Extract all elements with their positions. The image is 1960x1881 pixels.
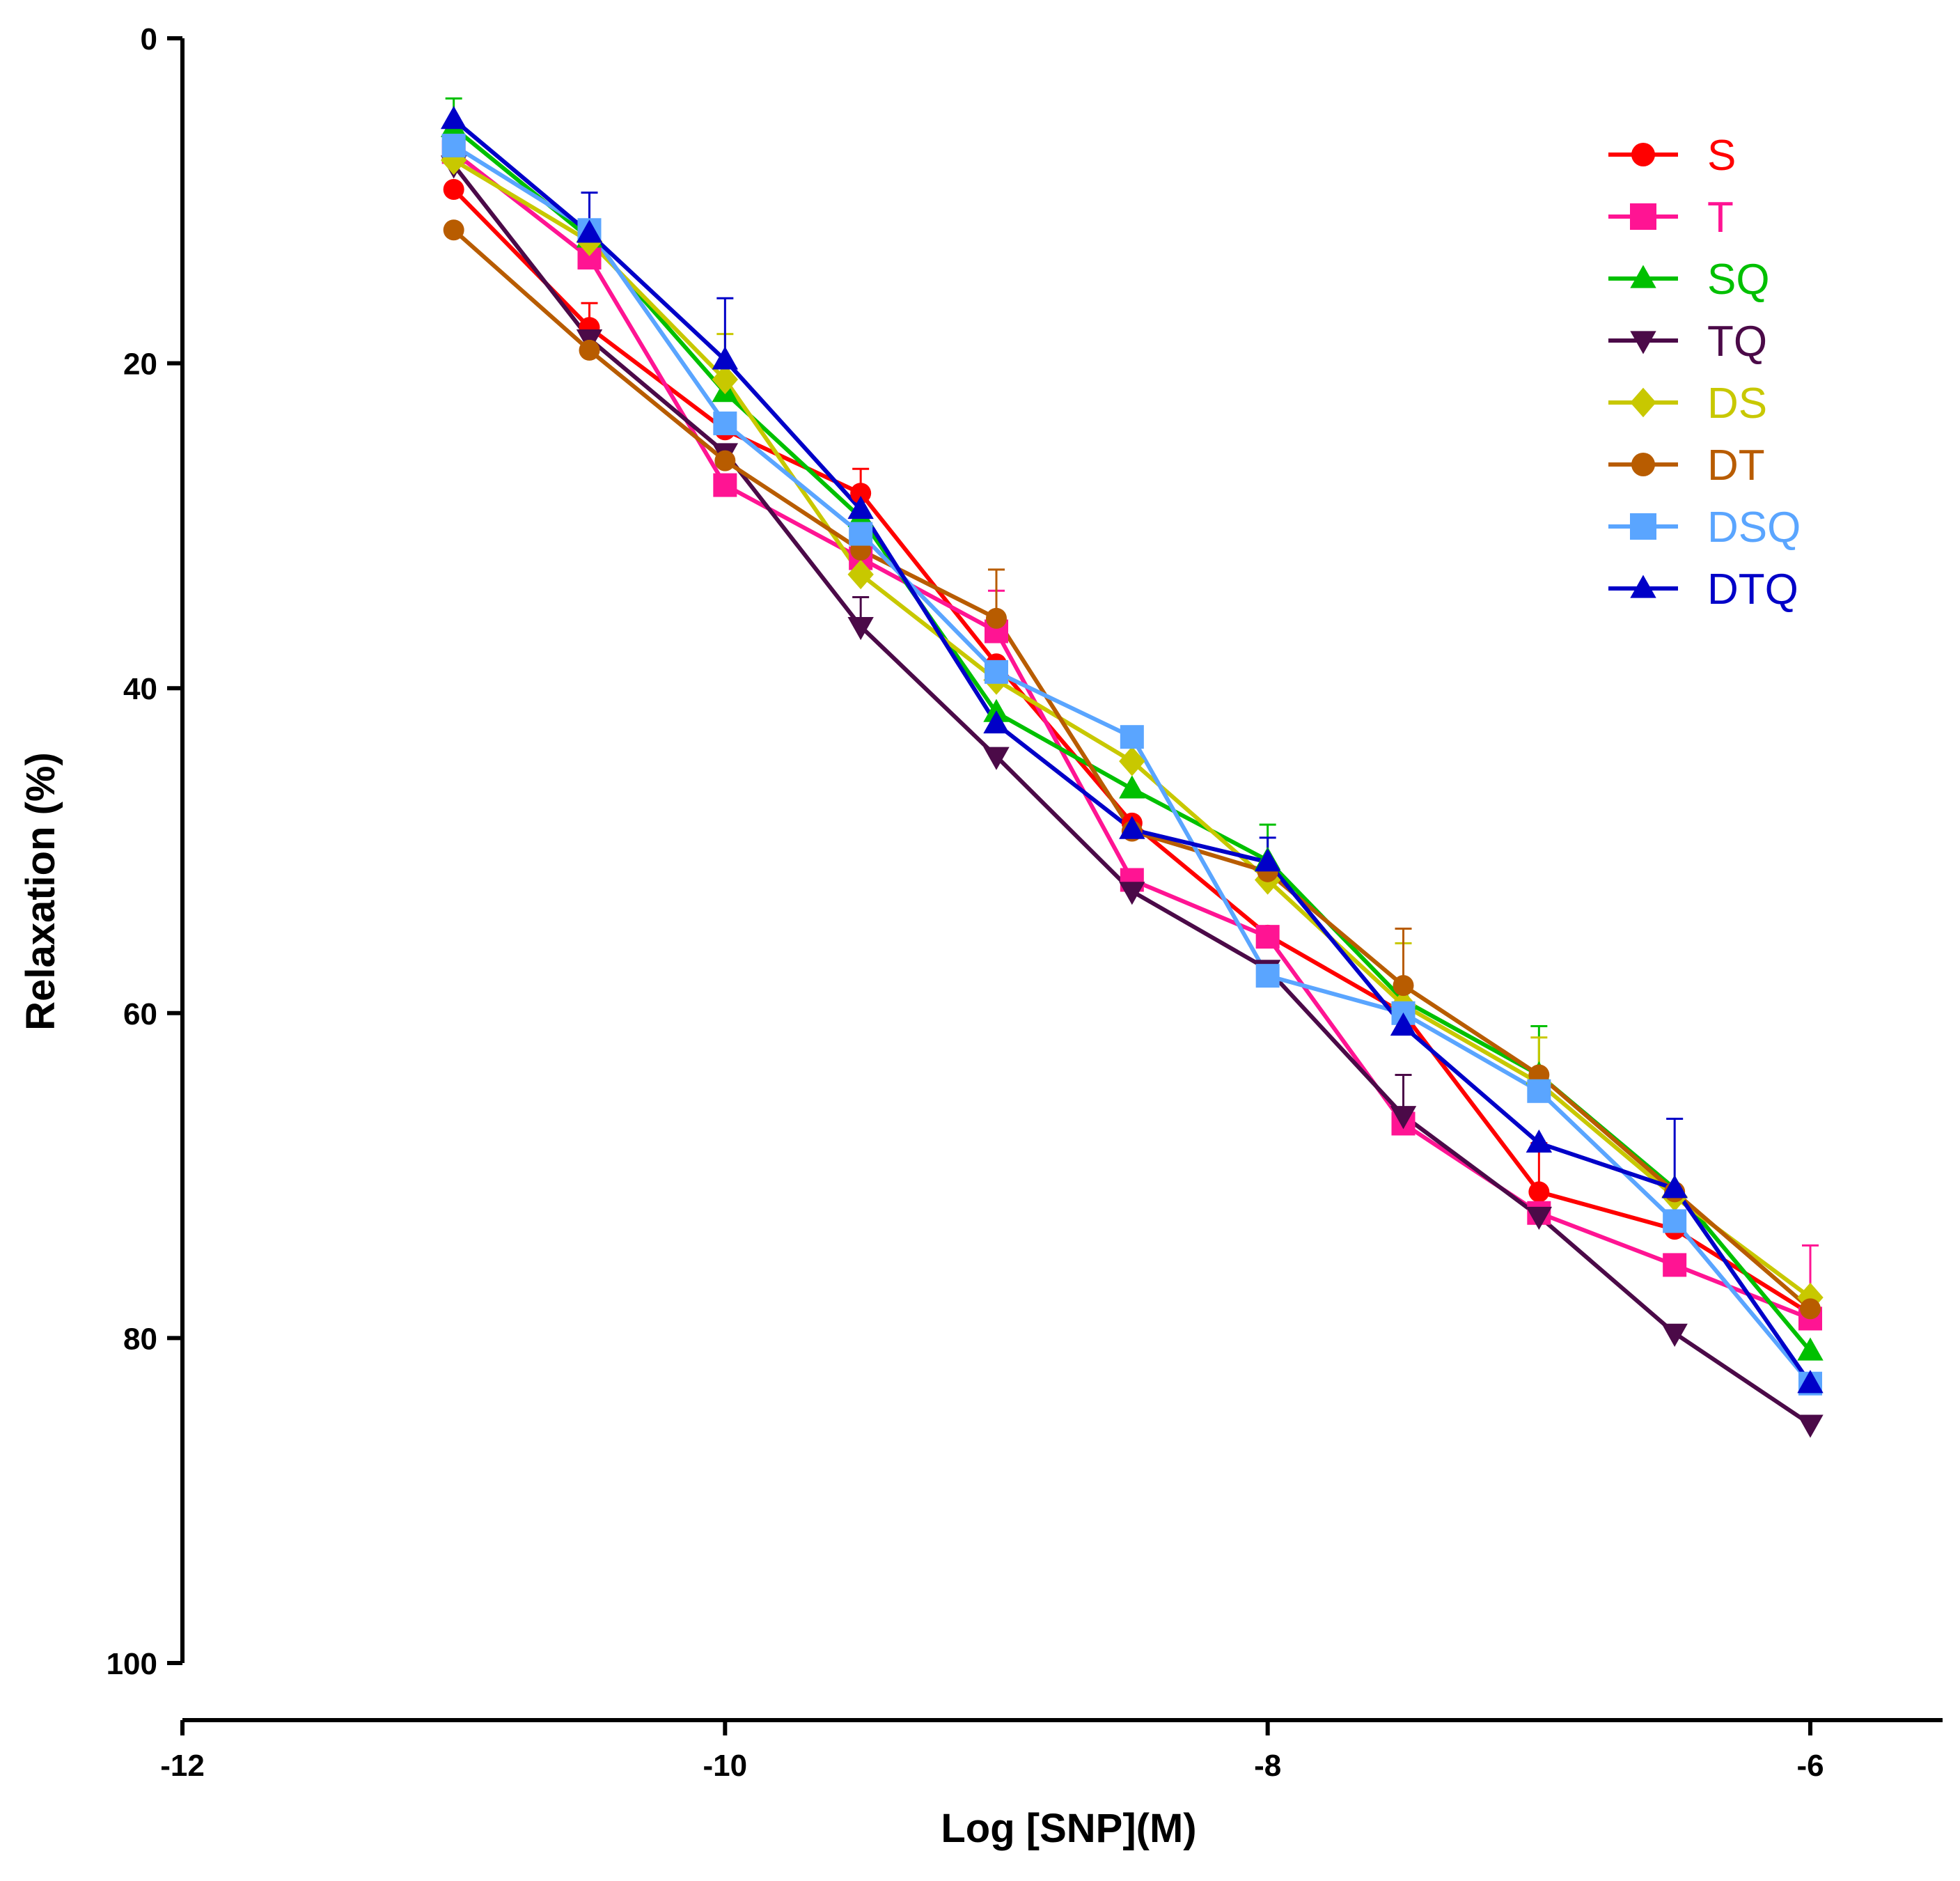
data-point-dt [1393,975,1414,997]
legend-label-tq: TQ [1707,318,1767,366]
data-point-dtq [1797,1370,1824,1394]
x-tick-label: -6 [1796,1749,1824,1783]
legend-label-s: S [1707,132,1736,180]
data-point-dsq [985,659,1008,684]
data-point-ds [847,559,874,590]
data-point-ds [1797,1282,1824,1313]
y-tick-label: 20 [123,348,157,382]
legend-label-dtq: DTQ [1707,565,1798,614]
data-point-sq [1119,775,1145,799]
data-point-dtq [440,106,467,130]
data-point-dtq [1526,1129,1553,1153]
x-tick-label: -8 [1254,1749,1281,1783]
data-point-dtq [1119,815,1145,839]
legend-marker-tq [1630,331,1656,354]
legend-marker-dsq [1630,513,1656,540]
legend-marker-sq [1630,265,1656,288]
legend: ST SQ TQ DS DT DSQ DTQ [1608,132,1801,614]
data-point-dsq [849,522,873,546]
data-point-dsq [1120,725,1144,749]
legend-label-ds: DS [1707,380,1767,428]
data-point-dt [579,339,600,361]
y-tick-label: 0 [141,22,157,56]
data-point-dsq [1527,1079,1551,1103]
error-bars [445,97,1819,1319]
data-point-tq [1526,1206,1553,1230]
data-point-dtq [847,496,874,520]
y-tick-label: 60 [123,997,157,1031]
data-point-dsq [1255,964,1280,988]
legend-marker-s [1631,143,1655,166]
legend-label-t: T [1707,194,1734,242]
legend-marker-t [1630,203,1656,230]
y-tick-label: 80 [123,1322,157,1356]
data-point-dt [714,450,736,471]
series-markers [440,106,1824,1438]
data-point-s [443,178,464,200]
legend-label-dt: DT [1707,442,1765,490]
legend-marker-ds [1630,387,1656,418]
data-point-dtq [983,710,1010,734]
data-point-tq [1661,1323,1688,1347]
data-point-dt [986,607,1007,629]
y-axis-title: Relaxation (%) [18,752,63,1031]
data-point-dsq [441,133,466,157]
data-point-ds [712,364,739,395]
data-point-dsq [713,411,737,435]
data-point-ds [1119,746,1145,776]
data-point-s [850,483,872,504]
data-point-dt [443,219,464,241]
axes: 0 20 40 60 80 100 -12 -10 -8 -6 [107,22,1943,1783]
data-point-tq [1119,882,1145,905]
x-axis-title: Log [SNP](M) [941,1806,1196,1851]
y-tick-label: 40 [123,672,157,706]
y-tick-label: 100 [107,1647,157,1681]
data-point-s [1528,1181,1550,1203]
legend-label-sq: SQ [1707,256,1770,304]
data-point-tq [847,616,874,641]
data-point-t [1255,925,1280,949]
data-point-sq [1797,1337,1824,1361]
x-tick-label: -12 [160,1749,205,1783]
data-point-dtq [576,219,603,243]
data-point-t [1663,1253,1687,1277]
data-point-dtq [1661,1175,1688,1199]
data-point-dtq [712,346,739,370]
x-tick-label: -10 [703,1749,748,1783]
data-point-t [713,473,737,497]
data-point-tq [983,747,1010,770]
data-point-dtq [1390,1012,1417,1036]
data-point-dsq [1663,1209,1687,1233]
legend-marker-dtq [1630,575,1656,598]
legend-marker-dt [1631,453,1655,476]
data-point-dtq [1254,848,1281,872]
data-point-dt [1800,1298,1821,1320]
data-point-tq [1390,1106,1417,1130]
data-point-tq [1797,1414,1824,1438]
legend-label-dsq: DSQ [1707,504,1801,552]
